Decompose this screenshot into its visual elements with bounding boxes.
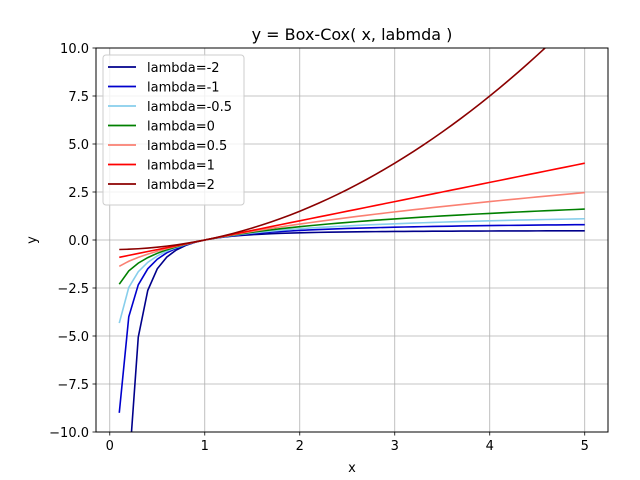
y-tick-label: −7.5 (57, 378, 89, 393)
x-tick-label: 1 (201, 439, 209, 454)
series-line (119, 48, 547, 251)
x-tick-label: 5 (581, 439, 589, 454)
legend-label: lambda=2 (147, 178, 215, 193)
y-tick-label: −10.0 (49, 426, 89, 441)
x-axis-ticks: 0 1 2 3 4 5 (106, 432, 589, 454)
legend-label: lambda=0.5 (147, 139, 227, 154)
x-tick-label: 4 (486, 439, 494, 454)
y-axis-ticks: −10.0 −7.5 −5.0 −2.5 0.0 2.5 5.0 7.5 10.0 (49, 42, 96, 441)
legend-label: lambda=-0.5 (147, 100, 232, 115)
x-tick-label: 0 (106, 439, 114, 454)
y-axis-label: y (25, 236, 40, 244)
y-tick-label: 7.5 (68, 90, 89, 105)
x-tick-label: 3 (391, 439, 399, 454)
legend-label: lambda=-2 (147, 61, 220, 76)
y-tick-label: 5.0 (68, 138, 89, 153)
x-axis-label: x (348, 461, 356, 476)
data-lines (118, 48, 585, 432)
y-tick-label: 2.5 (68, 186, 89, 201)
chart-title: y = Box-Cox( x, labmda ) (252, 25, 453, 44)
legend-label: lambda=-1 (147, 81, 220, 96)
legend: lambda=-2 lambda=-1 lambda=-0.5 lambda=0 lam… (102, 54, 245, 206)
legend-label: lambda=1 (147, 159, 215, 174)
y-tick-label: 0.0 (68, 234, 89, 249)
legend-label: lambda=0 (147, 120, 215, 135)
x-tick-label: 2 (296, 439, 304, 454)
y-tick-label: −2.5 (57, 282, 89, 297)
y-tick-label: 10.0 (60, 42, 89, 57)
y-tick-label: −5.0 (57, 330, 89, 345)
